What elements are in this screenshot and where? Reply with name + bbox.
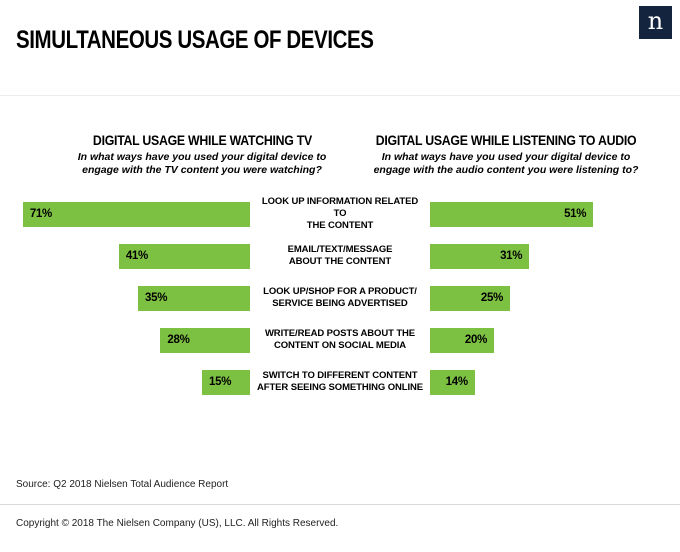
category-label: WRITE/READ POSTS ABOUT THE CONTENT ON SO… xyxy=(264,327,416,352)
chart-headers: DIGITAL USAGE WHILE WATCHING TV In what … xyxy=(0,132,680,177)
tv-bar-value: 41% xyxy=(125,250,148,263)
tv-bar-area: 41% xyxy=(16,243,250,269)
audio-bar: 14% xyxy=(430,369,475,395)
chart-row: 71% LOOK UP INFORMATION RELATED TO THE CO… xyxy=(16,193,664,235)
audio-bar-value: 20% xyxy=(464,334,487,347)
audio-bar-area: 20% xyxy=(430,327,664,353)
tv-bar-value: 28% xyxy=(167,334,190,347)
audio-bar-area: 25% xyxy=(430,285,664,311)
tv-chart-header: DIGITAL USAGE WHILE WATCHING TV In what … xyxy=(52,132,352,177)
audio-bar-area: 31% xyxy=(430,243,664,269)
audio-bar-area: 14% xyxy=(430,369,664,395)
audio-bar-value: 14% xyxy=(445,376,468,389)
chart-rows: 71% LOOK UP INFORMATION RELATED TO THE CO… xyxy=(0,193,680,403)
nielsen-logo: n xyxy=(639,6,672,39)
tv-bar: 71% xyxy=(22,201,250,227)
tv-bar: 41% xyxy=(118,243,250,269)
chart-row: 41% EMAIL/TEXT/MESSAGE ABOUT THE CONTENT 3… xyxy=(16,235,664,277)
page-title: SIMULTANEOUS USAGE OF DEVICES xyxy=(16,26,374,54)
tv-bar-area: 71% xyxy=(16,201,250,227)
tv-bar-area: 15% xyxy=(16,369,250,395)
audio-bar: 25% xyxy=(430,285,510,311)
audio-bar-value: 51% xyxy=(564,208,587,221)
tv-chart-title: DIGITAL USAGE WHILE WATCHING TV xyxy=(92,132,312,148)
category-label: LOOK UP/SHOP FOR A PRODUCT/ SERVICE BEIN… xyxy=(263,285,417,310)
tv-bar: 15% xyxy=(202,369,250,395)
chart-row: 15% SWITCH TO DIFFERENT CONTENT AFTER SEE… xyxy=(16,361,664,403)
category-label: SWITCH TO DIFFERENT CONTENT AFTER SEEING… xyxy=(257,369,423,394)
source-note: Source: Q2 2018 Nielsen Total Audience R… xyxy=(16,479,229,491)
tv-bar: 28% xyxy=(160,327,250,353)
audio-bar: 31% xyxy=(430,243,530,269)
audio-bar-area: 51% xyxy=(430,201,664,227)
tv-chart-subtitle: In what ways have you used your digital … xyxy=(77,151,327,177)
audio-bar: 51% xyxy=(430,201,594,227)
header-divider xyxy=(0,95,680,96)
audio-chart-subtitle: In what ways have you used your digital … xyxy=(373,151,639,177)
tv-bar-area: 35% xyxy=(16,285,250,311)
category-label: EMAIL/TEXT/MESSAGE ABOUT THE CONTENT xyxy=(287,243,393,268)
audio-bar-value: 31% xyxy=(500,250,523,263)
tv-bar-value: 35% xyxy=(145,292,168,305)
audio-chart-title: DIGITAL USAGE WHILE LISTENING TO AUDIO xyxy=(375,132,637,148)
copyright-note: Copyright © 2018 The Nielsen Company (US… xyxy=(16,518,339,530)
audio-bar: 20% xyxy=(430,327,494,353)
chart-row: 28% WRITE/READ POSTS ABOUT THE CONTENT ON… xyxy=(16,319,664,361)
audio-chart-header: DIGITAL USAGE WHILE LISTENING TO AUDIO I… xyxy=(356,132,656,177)
tv-bar-area: 28% xyxy=(16,327,250,353)
chart-row: 35% LOOK UP/SHOP FOR A PRODUCT/ SERVICE B… xyxy=(16,277,664,319)
footer-divider xyxy=(0,504,680,506)
audio-bar-value: 25% xyxy=(480,292,503,305)
category-label: LOOK UP INFORMATION RELATED TO THE CONTE… xyxy=(261,195,419,232)
tv-bar: 35% xyxy=(138,285,250,311)
nielsen-logo-letter: n xyxy=(647,6,664,35)
tv-bar-value: 15% xyxy=(209,376,232,389)
tv-bar-value: 71% xyxy=(29,208,52,221)
